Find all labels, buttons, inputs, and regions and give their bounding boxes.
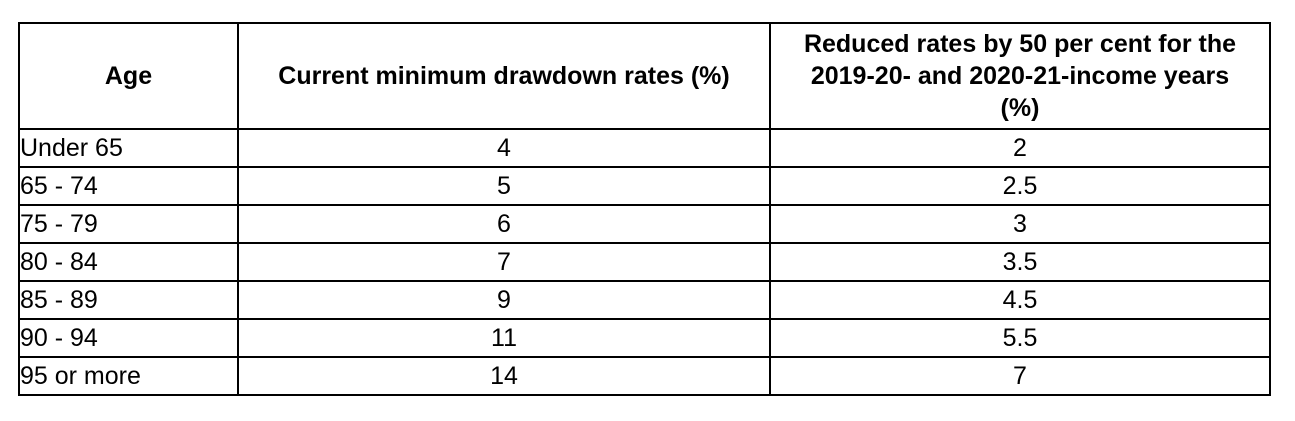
cell-reduced-rate: 5.5 [769, 318, 1271, 358]
cell-reduced-rate: 3.5 [769, 242, 1271, 282]
cell-age: 90 - 94 [18, 318, 239, 358]
header-cell-age: Age [18, 22, 239, 130]
cell-reduced-rate: 4.5 [769, 280, 1271, 320]
cell-age: 75 - 79 [18, 204, 239, 244]
table-row: 65 - 74 5 2.5 [18, 166, 1271, 206]
cell-age: 65 - 74 [18, 166, 239, 206]
header-reduced-line-3: (%) [1000, 94, 1040, 122]
drawdown-rates-table-container: Age Current minimum drawdown rates (%) R… [18, 22, 1271, 396]
cell-age: Under 65 [18, 128, 239, 168]
table-row: Under 65 4 2 [18, 128, 1271, 168]
cell-current-rate: 9 [237, 280, 771, 320]
table-row: 80 - 84 7 3.5 [18, 242, 1271, 282]
table-row: 85 - 89 9 4.5 [18, 280, 1271, 320]
cell-current-rate: 7 [237, 242, 771, 282]
cell-current-rate: 6 [237, 204, 771, 244]
cell-current-rate: 5 [237, 166, 771, 206]
cell-reduced-rate: 3 [769, 204, 1271, 244]
drawdown-rates-table: Age Current minimum drawdown rates (%) R… [18, 22, 1271, 396]
cell-age: 85 - 89 [18, 280, 239, 320]
header-reduced-line-2: 2019-20- and 2020-21-income years [810, 62, 1230, 90]
header-cell-current-rate: Current minimum drawdown rates (%) [237, 22, 771, 130]
cell-reduced-rate: 2.5 [769, 166, 1271, 206]
cell-current-rate: 11 [237, 318, 771, 358]
cell-age: 80 - 84 [18, 242, 239, 282]
cell-current-rate: 14 [237, 356, 771, 396]
cell-current-rate: 4 [237, 128, 771, 168]
header-reduced-line-1: Reduced rates by 50 per cent for the [803, 30, 1237, 58]
table-row: 95 or more 14 7 [18, 356, 1271, 396]
table-row: 90 - 94 11 5.5 [18, 318, 1271, 358]
table-row: 75 - 79 6 3 [18, 204, 1271, 244]
header-row: Age Current minimum drawdown rates (%) R… [18, 22, 1271, 130]
header-cell-reduced-rate: Reduced rates by 50 per cent for the 201… [769, 22, 1271, 130]
cell-age: 95 or more [18, 356, 239, 396]
cell-reduced-rate: 7 [769, 356, 1271, 396]
cell-reduced-rate: 2 [769, 128, 1271, 168]
